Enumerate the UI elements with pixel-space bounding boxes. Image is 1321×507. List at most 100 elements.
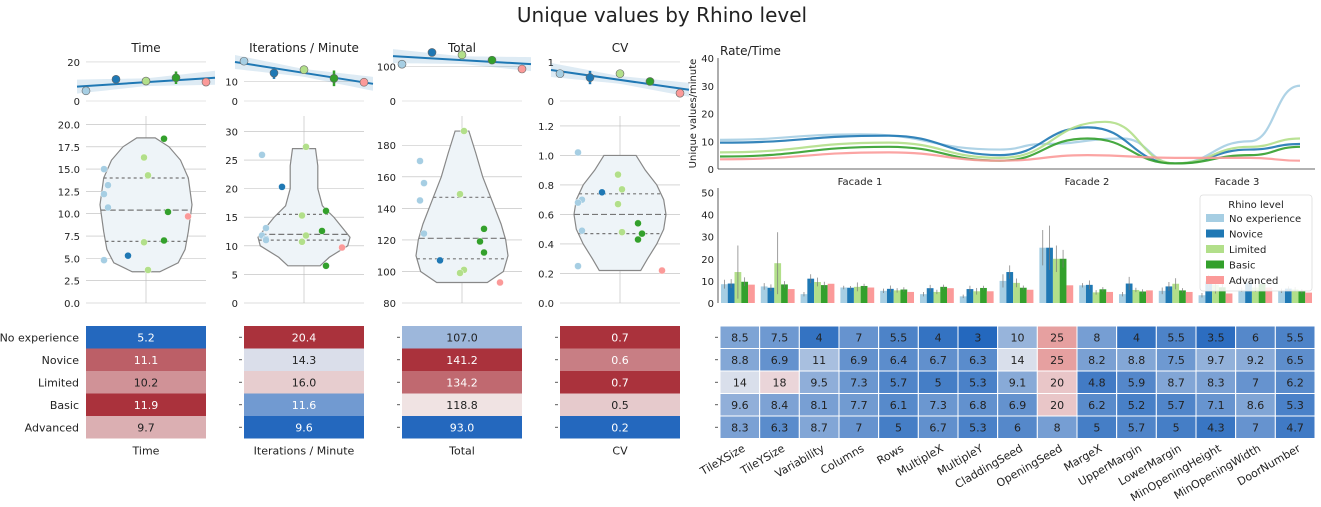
x-tick-label: Facade 2 xyxy=(1065,177,1110,188)
cell-value: 5.3 xyxy=(1286,399,1304,412)
cell-value: 93.0 xyxy=(450,421,475,434)
cell-value: 14 xyxy=(733,376,747,389)
bar xyxy=(1099,289,1107,303)
y-tick-label: 40 xyxy=(701,54,714,65)
bar xyxy=(847,287,854,303)
cell-value: 25 xyxy=(1050,331,1064,344)
cell-value: 6.7 xyxy=(929,354,947,367)
violin-panel-2: 0 5 10 15 20 25 30 xyxy=(225,116,364,310)
summary-heatmap-3: 107.0 141.2 134.2 118.8 93.0 Total xyxy=(402,326,522,458)
heatmap-cell xyxy=(244,371,364,394)
data-point xyxy=(618,228,626,236)
cell-value: 6 xyxy=(1014,421,1021,434)
cell-value: 9.6 xyxy=(731,399,749,412)
data-point xyxy=(456,269,464,277)
y-axis-label: Unique values/minute xyxy=(688,59,699,169)
cell-value: 5.7 xyxy=(890,376,908,389)
bar xyxy=(820,285,828,303)
heatmap-cell xyxy=(86,371,206,394)
cell-value: 8.2 xyxy=(1088,354,1106,367)
heatmap-cell xyxy=(86,348,206,371)
series-line xyxy=(719,137,1301,165)
cell-value: 8.7 xyxy=(1167,376,1185,389)
cell-value: 20.4 xyxy=(292,331,317,344)
heatmap-cell xyxy=(86,393,206,416)
y-tick-label: 1.2 xyxy=(538,122,554,133)
cell-value: 6.2 xyxy=(1088,399,1106,412)
bar xyxy=(853,286,861,303)
trend-title: Total xyxy=(447,41,476,55)
cell-value: 5.3 xyxy=(969,376,987,389)
mean-point xyxy=(517,64,527,74)
y-tick-label: 10.0 xyxy=(58,210,80,221)
bar xyxy=(1198,295,1206,303)
y-tick-label: 0.4 xyxy=(538,240,554,251)
mean-point xyxy=(329,74,339,83)
heatmap-cell xyxy=(244,348,364,371)
bar xyxy=(1251,287,1259,303)
cell-value: 6.8 xyxy=(969,399,987,412)
cell-value: 9.2 xyxy=(1247,354,1265,367)
data-point xyxy=(574,198,582,207)
bar xyxy=(893,290,901,303)
bar xyxy=(1298,291,1306,303)
series-line xyxy=(719,126,1301,165)
bar xyxy=(748,284,755,303)
summary-heatmaps: No experience Novice Limited Basic Advanced 5… xyxy=(0,326,680,458)
bar xyxy=(880,290,887,303)
cell-value: 4 xyxy=(935,331,942,344)
heatmap-cell xyxy=(1274,415,1316,439)
bar xyxy=(959,296,967,303)
heatmap-cell xyxy=(402,371,522,394)
parameter-heatmap: 8.5 7.5 4 7 5.5 4 3 10 25 8 4 5.5 3.5 6 5.5 8.8 6.9 11 6.9… xyxy=(697,325,1316,504)
bar xyxy=(999,280,1007,303)
legend: Rhino level No experience Novice Limited Bas… xyxy=(1199,194,1313,292)
bar xyxy=(1278,290,1285,303)
cell-value: 20 xyxy=(1050,399,1064,412)
bar xyxy=(1225,293,1233,303)
cell-value: 8.1 xyxy=(810,399,828,412)
data-point xyxy=(100,190,108,198)
bar xyxy=(1079,285,1086,303)
trend-title: Time xyxy=(130,41,160,55)
bar xyxy=(886,288,894,303)
y-tick-label: 0 xyxy=(390,97,396,108)
mean-point xyxy=(645,77,655,86)
bar xyxy=(1013,282,1020,303)
y-tick-label: 0 xyxy=(74,97,80,108)
data-point xyxy=(100,256,108,264)
cell-value: 16.0 xyxy=(292,376,317,389)
x-tick-label: Facade 1 xyxy=(838,177,883,188)
x-axis-label: Total xyxy=(448,445,475,458)
mean-point xyxy=(171,73,181,83)
cell-value: 7 xyxy=(1252,376,1259,389)
bar xyxy=(720,284,728,303)
cell-value: 141.2 xyxy=(446,354,478,367)
data-point xyxy=(416,196,424,205)
y-tick-label: 0 xyxy=(232,299,238,310)
data-point xyxy=(258,151,266,159)
data-point xyxy=(420,229,428,238)
y-tick-label: 30 xyxy=(225,127,238,138)
data-point xyxy=(578,226,586,235)
cell-value: 118.8 xyxy=(446,399,478,412)
summary-heatmap-4: 0.7 0.6 0.7 0.5 0.2 CV xyxy=(560,326,680,458)
regression-line xyxy=(550,69,690,91)
data-point xyxy=(634,219,642,228)
cell-value: 4.3 xyxy=(1207,421,1225,434)
cell-value: 8.8 xyxy=(731,354,749,367)
cell-value: 9.1 xyxy=(1009,376,1027,389)
data-point xyxy=(638,229,646,238)
cell-value: 9.5 xyxy=(810,376,828,389)
cell-value: 6.2 xyxy=(1286,376,1304,389)
bar xyxy=(1019,287,1027,303)
cell-value: 11.1 xyxy=(134,354,159,367)
cell-value: 8.7 xyxy=(810,421,828,434)
violin-shape xyxy=(257,147,351,267)
cell-value: 7.3 xyxy=(850,376,868,389)
legend-label: Limited xyxy=(1229,245,1266,256)
bar xyxy=(741,281,749,303)
bar xyxy=(1006,272,1014,303)
